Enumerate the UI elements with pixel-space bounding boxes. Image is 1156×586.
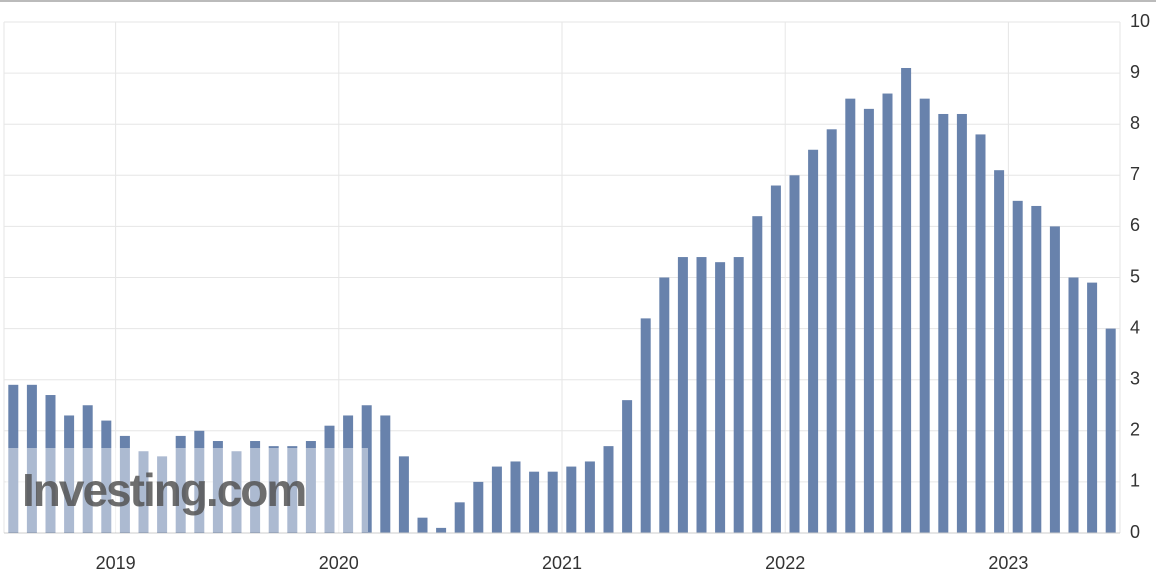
y-tick-label: 7 [1130, 164, 1140, 184]
bar [826, 129, 837, 533]
bar [1012, 200, 1023, 533]
bar [64, 415, 75, 533]
y-tick-label: 0 [1130, 522, 1140, 542]
bar [622, 400, 633, 533]
bar [677, 257, 688, 533]
y-tick-label: 8 [1130, 113, 1140, 133]
bar [938, 113, 949, 533]
bar [547, 471, 558, 533]
bar [1031, 205, 1042, 533]
bar [82, 405, 93, 533]
bar [529, 471, 540, 533]
bar [1049, 226, 1060, 533]
bar [640, 318, 651, 533]
bar [789, 175, 800, 534]
bar [584, 461, 595, 533]
bar [212, 441, 223, 533]
bar [194, 430, 205, 533]
bar [566, 466, 577, 533]
y-tick-label: 9 [1130, 62, 1140, 82]
bar [454, 502, 465, 533]
bar [324, 425, 335, 533]
y-tick-label: 5 [1130, 266, 1140, 286]
bar [1105, 328, 1116, 533]
bar [696, 257, 707, 533]
y-tick-label: 4 [1130, 317, 1140, 337]
bar [26, 384, 37, 533]
y-tick-label: 3 [1130, 368, 1140, 388]
y-tick-label: 1 [1130, 471, 1140, 491]
bar [343, 415, 354, 533]
bar [975, 134, 986, 534]
bar [175, 435, 186, 533]
bar [45, 395, 56, 533]
x-tick-label: 2020 [319, 553, 359, 573]
bar [1087, 282, 1098, 533]
x-tick-label: 2021 [542, 553, 582, 573]
y-tick-label: 10 [1130, 11, 1150, 31]
bar [603, 446, 614, 533]
bar [250, 441, 261, 533]
bar [8, 384, 19, 533]
bar [361, 405, 372, 533]
bar [231, 451, 242, 533]
bar [287, 446, 298, 533]
bar [715, 262, 726, 533]
x-tick-label: 2019 [96, 553, 136, 573]
bar [733, 257, 744, 533]
bar [956, 113, 967, 533]
bar [417, 517, 428, 533]
bar [119, 435, 130, 533]
bar [994, 170, 1005, 533]
bar [101, 420, 112, 533]
bar [901, 67, 912, 534]
bar [268, 446, 279, 533]
x-tick-label: 2023 [988, 553, 1028, 573]
bar [882, 93, 893, 533]
bar [1068, 277, 1079, 533]
bar [863, 108, 874, 534]
y-tick-label: 2 [1130, 420, 1140, 440]
bar [398, 456, 409, 533]
bar [752, 216, 763, 533]
bar [770, 185, 781, 533]
bar [138, 451, 149, 533]
bar [380, 415, 391, 533]
bar [659, 277, 670, 533]
y-tick-label: 6 [1130, 215, 1140, 235]
bar [919, 98, 930, 534]
bar [510, 461, 521, 533]
bar [845, 98, 856, 534]
watermark-backdrop [6, 448, 368, 532]
bar [473, 481, 484, 533]
bar [157, 456, 168, 533]
watermark: Investing.com [22, 464, 305, 516]
bar [436, 527, 447, 533]
x-tick-label: 2022 [765, 553, 805, 573]
bar [491, 466, 502, 533]
bar [808, 149, 819, 533]
bar [305, 441, 316, 533]
